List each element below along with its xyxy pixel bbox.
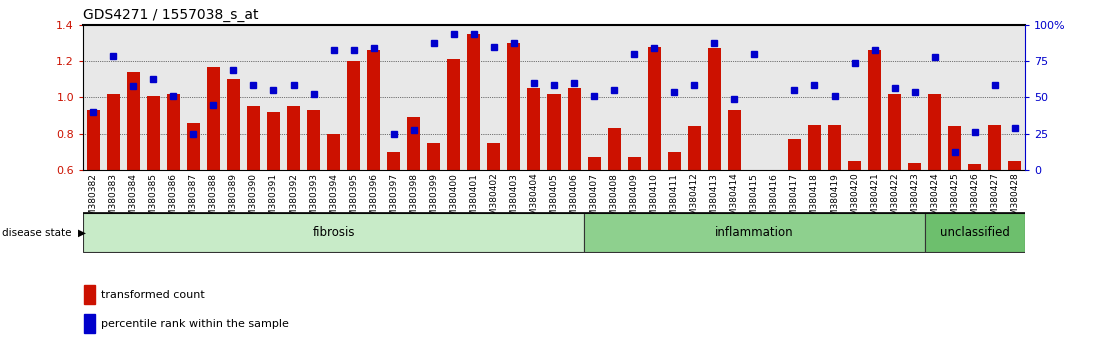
- Bar: [909, 162, 921, 170]
- Text: GDS4271 / 1557038_s_at: GDS4271 / 1557038_s_at: [83, 8, 258, 22]
- Text: percentile rank within the sample: percentile rank within the sample: [101, 319, 289, 329]
- Bar: [84, 285, 95, 304]
- Bar: [468, 34, 481, 170]
- Bar: [828, 125, 841, 170]
- Text: fibrosis: fibrosis: [312, 226, 355, 239]
- Bar: [146, 96, 160, 170]
- Bar: [507, 43, 521, 170]
- Bar: [126, 72, 140, 170]
- Bar: [988, 125, 1002, 170]
- Bar: [448, 59, 460, 170]
- Bar: [868, 50, 881, 170]
- FancyBboxPatch shape: [925, 213, 1025, 252]
- Bar: [86, 110, 100, 170]
- Text: transformed count: transformed count: [101, 290, 205, 299]
- Bar: [307, 110, 320, 170]
- Text: inflammation: inflammation: [715, 226, 793, 239]
- Bar: [488, 143, 501, 170]
- Bar: [708, 48, 721, 170]
- Bar: [428, 143, 440, 170]
- Bar: [668, 152, 680, 170]
- Bar: [327, 133, 340, 170]
- Bar: [587, 157, 601, 170]
- Bar: [567, 88, 581, 170]
- Text: disease state  ▶: disease state ▶: [2, 228, 86, 238]
- FancyBboxPatch shape: [584, 213, 925, 252]
- Bar: [968, 165, 982, 170]
- Bar: [768, 170, 781, 201]
- Bar: [547, 94, 561, 170]
- Bar: [948, 126, 962, 170]
- Bar: [627, 157, 640, 170]
- Bar: [889, 94, 901, 170]
- Bar: [408, 117, 420, 170]
- Bar: [106, 94, 120, 170]
- Bar: [929, 94, 941, 170]
- Bar: [808, 125, 821, 170]
- Bar: [347, 61, 360, 170]
- Bar: [648, 46, 660, 170]
- Bar: [367, 50, 380, 170]
- Bar: [607, 128, 620, 170]
- Bar: [287, 107, 300, 170]
- Bar: [688, 126, 700, 170]
- FancyBboxPatch shape: [83, 213, 584, 252]
- Bar: [167, 94, 179, 170]
- Bar: [84, 314, 95, 333]
- Bar: [267, 112, 280, 170]
- Bar: [207, 67, 219, 170]
- Bar: [1008, 161, 1022, 170]
- Bar: [728, 110, 741, 170]
- Bar: [848, 161, 861, 170]
- Bar: [748, 170, 761, 194]
- Bar: [788, 139, 801, 170]
- Bar: [387, 152, 400, 170]
- Bar: [187, 123, 199, 170]
- Bar: [527, 88, 541, 170]
- Bar: [227, 79, 240, 170]
- Bar: [247, 107, 260, 170]
- Text: unclassified: unclassified: [940, 226, 1009, 239]
